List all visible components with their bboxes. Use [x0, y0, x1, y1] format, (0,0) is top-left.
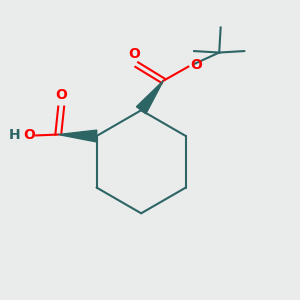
- Polygon shape: [58, 130, 97, 142]
- Text: O: O: [128, 47, 140, 61]
- Text: O: O: [190, 58, 202, 73]
- Polygon shape: [136, 81, 163, 114]
- Text: O: O: [23, 128, 35, 142]
- Text: H: H: [9, 128, 21, 142]
- Text: O: O: [55, 88, 67, 102]
